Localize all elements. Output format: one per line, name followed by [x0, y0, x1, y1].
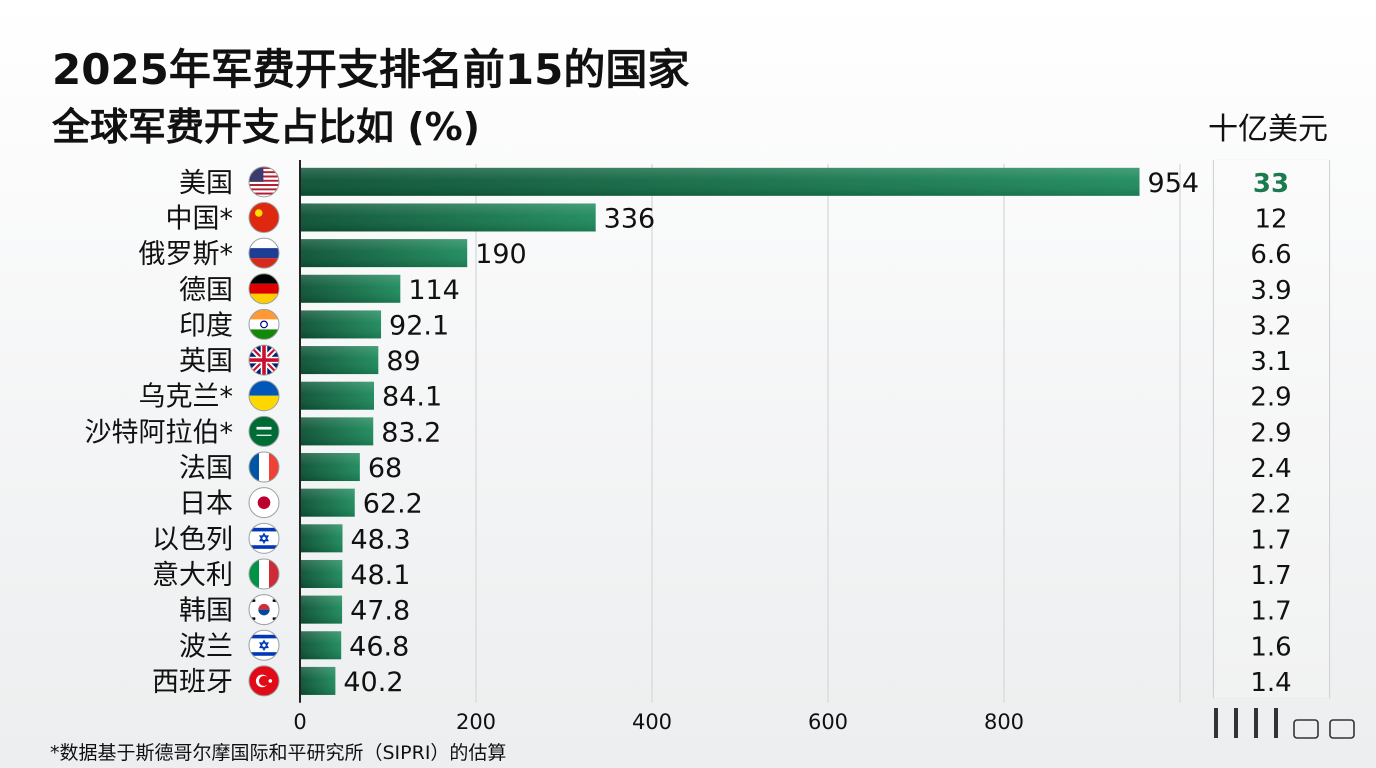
bar-shine [301, 167, 1140, 196]
share-percent-label: 2.9 [1250, 383, 1291, 413]
bar-shine [301, 453, 360, 482]
bar-shine [301, 631, 342, 660]
bar-value-label: 68 [368, 453, 402, 484]
bar-value-label: 84.1 [382, 382, 442, 413]
category-label: 中国* [166, 203, 234, 234]
israel-flag-icon [248, 629, 280, 661]
share-percent-label: 6.6 [1250, 240, 1291, 270]
bar-value-label: 48.1 [350, 560, 410, 591]
saudi-arabia-flag-icon [248, 415, 280, 447]
bar-value-label: 83.2 [381, 417, 441, 448]
bar-value-label: 954 [1148, 168, 1200, 199]
japan-flag-icon [248, 487, 280, 519]
footnote: *数据基于斯德哥尔摩国际和平研究所（SIPRI）的估算 [50, 742, 507, 764]
uk-flag-icon [248, 344, 280, 376]
bar-shine [301, 346, 379, 375]
x-tick-label: 0 [293, 710, 306, 734]
bar-value-label: 40.2 [343, 667, 403, 698]
share-percent-label: 12 [1254, 204, 1287, 234]
chart-title: 2025年军费开支排名前15的国家 [52, 45, 690, 94]
bar-value-label: 190 [475, 239, 527, 270]
share-percent-label: 33 [1253, 169, 1289, 199]
bar-shine [301, 666, 336, 695]
bar-shine [301, 559, 343, 588]
bar-value-label: 46.8 [349, 631, 409, 662]
share-percent-label: 3.2 [1250, 311, 1291, 341]
israel-flag-icon [248, 522, 280, 554]
russia-flag-icon [248, 237, 280, 269]
bar-shine [301, 417, 374, 446]
bar-value-label: 92.1 [389, 310, 449, 341]
x-tick-label: 400 [632, 710, 672, 734]
bar-shine [301, 203, 596, 232]
category-label: 意大利 [152, 560, 233, 591]
share-percent-label: 1.7 [1250, 597, 1291, 627]
share-percent-label: 1.6 [1250, 632, 1291, 662]
share-column-panel [1213, 160, 1330, 698]
bar-value-label: 47.8 [350, 596, 410, 627]
bar-value-label: 336 [604, 203, 656, 234]
france-flag-icon [248, 451, 280, 483]
category-label: 英国 [179, 346, 233, 377]
bar-shine [301, 595, 343, 624]
decorative-ticks [1214, 708, 1355, 739]
x-tick-label: 600 [808, 710, 848, 734]
share-percent-label: 1.7 [1250, 525, 1291, 555]
category-label: 美国 [179, 168, 233, 199]
category-label: 德国 [179, 275, 233, 306]
share-percent-label: 2.2 [1250, 490, 1291, 520]
category-label: 西班牙 [152, 667, 233, 698]
bar-value-label: 48.3 [351, 524, 411, 555]
share-percent-label: 3.9 [1250, 276, 1291, 306]
germany-flag-icon [248, 273, 280, 305]
share-percent-label: 1.4 [1250, 668, 1291, 698]
chart-subtitle: 全球军费开支占比如 (%) [52, 105, 481, 149]
unit-label: 十亿美元 [1208, 112, 1328, 147]
x-tick-label: 800 [984, 710, 1024, 734]
x-tick-label: 200 [456, 710, 496, 734]
category-label: 日本 [179, 489, 233, 520]
category-label: 俄罗斯* [139, 239, 234, 270]
share-percent-label: 2.4 [1250, 454, 1291, 484]
turkey-flag-icon [248, 665, 280, 697]
bar-shine [301, 310, 382, 339]
share-percent-label: 3.1 [1250, 347, 1291, 377]
ukraine-flag-icon [248, 380, 280, 412]
category-label: 乌克兰* [139, 382, 234, 413]
bar-shine [301, 274, 401, 303]
china-flag-icon [248, 201, 280, 233]
category-label: 波兰 [179, 631, 233, 662]
bar-shine [301, 488, 355, 517]
share-percent-label: 2.9 [1250, 418, 1291, 448]
bar-value-label: 89 [386, 346, 420, 377]
bar-value-label: 114 [408, 275, 460, 306]
category-label: 以色列 [152, 524, 233, 555]
india-flag-icon [248, 308, 280, 340]
category-label: 印度 [179, 310, 233, 341]
bar-shine [301, 239, 468, 268]
bar-shine [301, 381, 375, 410]
share-percent-label: 1.7 [1250, 561, 1291, 591]
bar-shine [301, 524, 343, 553]
category-label: 法国 [179, 453, 233, 484]
us-flag-icon [248, 166, 280, 198]
category-label: 沙特阿拉伯* [85, 417, 234, 448]
italy-flag-icon [248, 558, 280, 590]
category-label: 韩国 [179, 596, 233, 627]
south-korea-flag-icon [248, 594, 280, 626]
bar-value-label: 62.2 [363, 489, 423, 520]
